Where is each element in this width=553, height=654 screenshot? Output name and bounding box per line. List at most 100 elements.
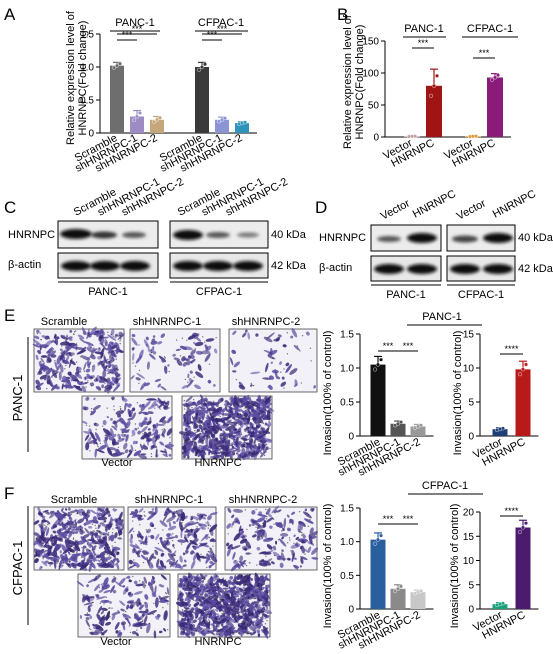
invading-cell	[245, 448, 250, 452]
invading-cell	[233, 560, 238, 565]
pore	[45, 347, 47, 349]
invading-cell	[276, 557, 287, 561]
pore	[97, 524, 100, 526]
invading-cell	[261, 551, 272, 555]
pore	[92, 382, 94, 384]
pore	[213, 556, 215, 558]
pore	[87, 332, 90, 335]
invading-cell	[129, 544, 140, 549]
pore	[207, 550, 210, 553]
replicate-dot	[474, 134, 479, 139]
invading-cell	[52, 556, 57, 562]
pore	[260, 575, 263, 577]
invading-cell	[181, 623, 186, 628]
pore	[206, 566, 208, 569]
invading-cell	[199, 585, 203, 588]
invading-cell	[224, 446, 230, 457]
invading-cell	[206, 628, 210, 633]
pore	[262, 610, 265, 613]
invading-cell	[32, 343, 40, 348]
pore	[248, 596, 250, 598]
invading-cell	[231, 349, 237, 354]
pore	[47, 523, 49, 526]
invading-cell	[83, 430, 91, 434]
pore	[150, 349, 152, 351]
invading-cell	[75, 371, 83, 380]
pore	[266, 591, 269, 594]
invading-cell	[218, 609, 223, 612]
pore	[236, 403, 238, 405]
pore	[167, 628, 169, 631]
invading-cell	[183, 610, 193, 614]
pore	[188, 585, 191, 587]
invading-cell	[231, 563, 238, 572]
invading-cell	[166, 428, 173, 436]
pore	[100, 337, 102, 339]
invading-cell	[226, 523, 232, 529]
pore	[246, 425, 248, 427]
invading-cell	[92, 348, 97, 353]
significance-stars: ***	[217, 24, 228, 34]
invading-cell	[98, 589, 104, 593]
pore	[188, 613, 191, 616]
pore	[222, 619, 224, 621]
invading-cell	[140, 417, 147, 427]
replicate-dot	[222, 116, 227, 121]
invading-cell	[261, 614, 264, 623]
pore	[55, 334, 57, 337]
invading-cell	[97, 360, 104, 366]
pore	[200, 611, 202, 613]
invading-cell	[244, 607, 247, 616]
pore	[73, 331, 76, 333]
panel-letter-c: C	[4, 198, 16, 217]
pore	[244, 409, 247, 412]
invading-cell	[277, 334, 282, 338]
y-tick-label: 100	[362, 69, 379, 80]
invading-cell	[53, 525, 57, 529]
replicate-dot	[419, 423, 424, 428]
invading-cell	[207, 591, 218, 595]
micrograph-f-scramble	[33, 506, 125, 572]
invading-cell	[265, 446, 269, 451]
pore	[189, 628, 191, 630]
pore	[210, 614, 212, 616]
invading-cell	[187, 572, 194, 580]
pore	[254, 591, 256, 593]
significance-stars: ***	[383, 514, 394, 524]
pore	[255, 508, 257, 511]
pore	[216, 420, 218, 422]
pore	[223, 598, 225, 601]
invading-cell	[194, 607, 199, 611]
invading-cell	[168, 453, 172, 457]
pore	[120, 434, 123, 436]
significance-stars: ***	[418, 38, 429, 48]
invading-cell	[153, 351, 157, 355]
pore	[205, 399, 207, 401]
invasion-f-micrographs	[33, 505, 319, 639]
pore	[194, 585, 197, 588]
invading-cell	[266, 402, 269, 409]
invading-cell	[112, 590, 117, 594]
invading-cell	[129, 604, 134, 609]
pore	[243, 622, 246, 624]
invading-cell	[144, 400, 151, 409]
pore	[254, 442, 256, 444]
pore	[143, 553, 145, 556]
invading-cell	[226, 402, 231, 405]
pore	[262, 613, 264, 615]
invading-cell	[41, 513, 46, 523]
pore	[234, 560, 237, 562]
pore	[244, 589, 247, 591]
invading-cell	[207, 379, 212, 384]
pore	[119, 340, 121, 342]
y-tick-label: 10	[463, 364, 475, 375]
pore	[50, 539, 53, 541]
pore	[253, 452, 256, 455]
pore	[138, 382, 140, 385]
invading-cell	[159, 441, 165, 446]
invading-cell	[46, 520, 51, 525]
invading-cell	[298, 530, 302, 533]
invading-cell	[176, 517, 180, 523]
pore	[228, 585, 230, 588]
invading-cell	[98, 536, 104, 544]
